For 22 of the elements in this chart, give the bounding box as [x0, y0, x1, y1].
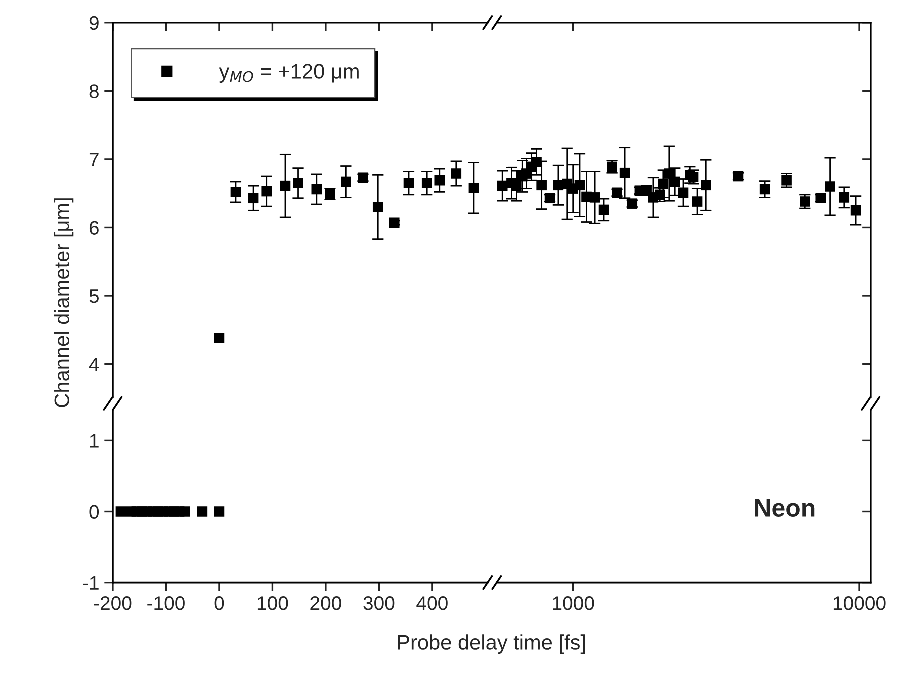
y-tick-label: 4 — [89, 358, 100, 372]
x-tick-label: 100 — [258, 596, 288, 610]
annotation: Neon — [755, 500, 815, 517]
y-tick-label: -1 — [83, 576, 99, 590]
y-tick-label: 8 — [90, 84, 99, 98]
y-axis-title: Channel diameter [μm] — [54, 198, 74, 408]
x-tick-label: 1000 — [553, 596, 594, 610]
x-tick-label: 400 — [416, 596, 448, 610]
y-tick-label: 1 — [90, 434, 99, 448]
y-tick-label: 0 — [90, 505, 100, 519]
x-tick-label: -100 — [148, 596, 185, 610]
y-tick-label: 9 — [90, 16, 99, 30]
y-tick-label: 7 — [90, 153, 99, 166]
x-tick-label: 10000 — [834, 596, 886, 610]
x-tick-label: 0 — [214, 596, 224, 610]
x-tick-label: -200 — [94, 596, 132, 610]
x-tick-label: 200 — [310, 596, 342, 610]
y-tick-label: 6 — [90, 221, 99, 235]
legend-label: y$_{MO}$ = +120 μm — [219, 64, 359, 84]
x-tick-label: 300 — [364, 596, 395, 610]
y-tick-label: 5 — [90, 290, 99, 304]
x-axis-title: Probe delay time [fs] — [398, 634, 586, 654]
